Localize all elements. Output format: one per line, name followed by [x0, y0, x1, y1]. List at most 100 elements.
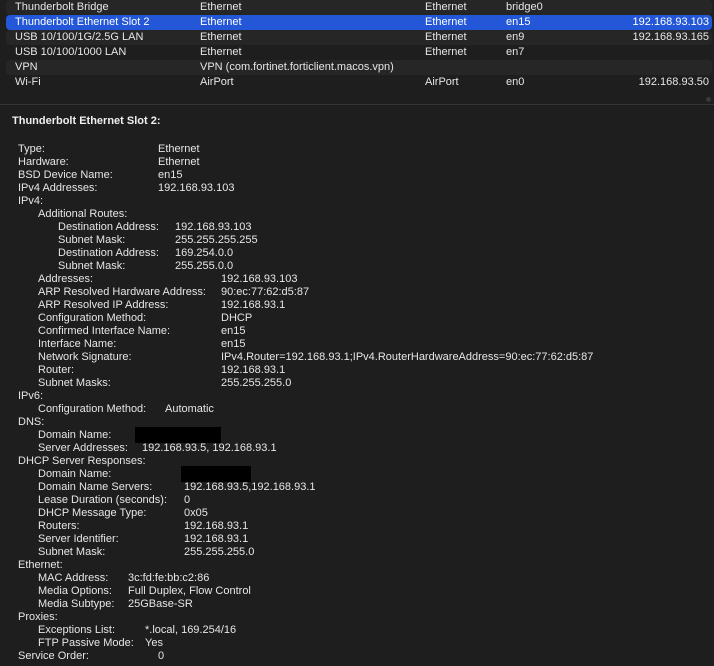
detail-value: 192.168.93.103: [221, 273, 298, 285]
cell-name: USB 10/100/1G/2.5G LAN: [15, 31, 144, 43]
detail-label: Subnet Mask:: [58, 260, 126, 272]
cell-bsd: en9: [506, 31, 525, 43]
detail-label: DHCP Server Responses:: [18, 455, 146, 467]
table-row[interactable]: USB 10/100/1G/2.5G LAN Ethernet Ethernet en…: [6, 30, 712, 45]
detail-value: en15: [158, 169, 183, 181]
detail-value: 255.255.255.0: [184, 546, 255, 558]
detail-label: IPv6:: [18, 390, 44, 402]
cell-name: Thunderbolt Ethernet Slot 2: [15, 16, 150, 28]
detail-title: Thunderbolt Ethernet Slot 2:: [12, 115, 161, 127]
detail-label: Ethernet:: [18, 559, 63, 571]
detail-label: Interface Name:: [38, 338, 117, 350]
detail-value: 192.168.93.103: [158, 182, 235, 194]
detail-label: Network Signature:: [38, 351, 132, 363]
detail-label: Service Order:: [18, 650, 89, 662]
cell-type: VPN (com.fortinet.forticlient.macos.vpn): [200, 61, 394, 73]
detail-value: 192.168.93.103: [175, 221, 252, 233]
detail-value: 255.255.255.255: [175, 234, 258, 246]
table-row[interactable]: VPN VPN (com.fortinet.forticlient.macos.v…: [6, 60, 712, 75]
cell-type: Ethernet: [200, 46, 242, 58]
detail-label: Destination Address:: [58, 247, 159, 259]
detail-label: Addresses:: [38, 273, 94, 285]
cell-name: VPN: [15, 61, 38, 73]
detail-value: DHCP: [221, 312, 253, 324]
detail-label: BSD Device Name:: [18, 169, 113, 181]
cell-ip: 192.168.93.103: [632, 16, 709, 28]
cell-name: Thunderbolt Bridge: [15, 1, 109, 13]
detail-label: Additional Routes:: [38, 208, 128, 220]
detail-value: en15: [221, 338, 246, 350]
cell-hardware: AirPort: [425, 76, 459, 88]
detail-value: Automatic: [165, 403, 214, 415]
cell-type: Ethernet: [200, 31, 242, 43]
detail-value: en15: [221, 325, 246, 337]
detail-label: IPv4 Addresses:: [18, 182, 98, 194]
services-table: Thunderbolt Bridge Ethernet Ethernet bridge…: [0, 0, 714, 98]
detail-value: *.local, 169.254/16: [145, 624, 237, 636]
detail-value: 192.168.93.1: [184, 533, 249, 545]
table-row[interactable]: Thunderbolt Bridge Ethernet Ethernet bridge…: [6, 0, 712, 15]
table-row[interactable]: USB 10/100/1000 LAN Ethernet Ethernet en7: [6, 45, 712, 60]
cell-ip: 192.168.93.165: [632, 31, 709, 43]
detail-label: Domain Name:: [38, 429, 112, 441]
detail-label: IPv4:: [18, 195, 44, 207]
detail-label: Lease Duration (seconds):: [38, 494, 168, 506]
cell-hardware: Ethernet: [425, 31, 467, 43]
detail-value: 0: [184, 494, 191, 506]
cell-ip: 192.168.93.50: [638, 76, 709, 88]
detail-label: Exceptions List:: [38, 624, 116, 636]
detail-label: Media Subtype:: [38, 598, 115, 610]
detail-label: Confirmed Interface Name:: [38, 325, 171, 337]
detail-label: Destination Address:: [58, 221, 159, 233]
detail-value: 169.254.0.0: [175, 247, 234, 259]
detail-value: 192.168.93.5,192.168.93.1: [184, 481, 316, 493]
detail-value: Full Duplex, Flow Control: [128, 585, 251, 597]
detail-label: Server Identifier:: [38, 533, 119, 545]
cell-bsd: en15: [506, 16, 531, 28]
detail-label: MAC Address:: [38, 572, 109, 584]
detail-label: Configuration Method:: [38, 312, 147, 324]
redaction-box: [181, 466, 251, 482]
detail-value: 192.168.93.1: [184, 520, 249, 532]
detail-label: Subnet Mask:: [38, 546, 106, 558]
cell-hardware: Ethernet: [425, 16, 467, 28]
detail-value: 192.168.93.1: [221, 364, 286, 376]
detail-label: DHCP Message Type:: [38, 507, 147, 519]
detail-label: Domain Name:: [38, 468, 112, 480]
detail-value: 25GBase-SR: [128, 598, 193, 610]
detail-label: FTP Passive Mode:: [38, 637, 134, 649]
detail-value: 3c:fd:fe:bb:c2:86: [128, 572, 210, 584]
detail-label: ARP Resolved Hardware Address:: [38, 286, 206, 298]
cell-bsd: bridge0: [506, 1, 543, 13]
detail-value: Yes: [145, 637, 163, 649]
cell-name: USB 10/100/1000 LAN: [15, 46, 127, 58]
cell-type: Ethernet: [200, 1, 242, 13]
split-divider[interactable]: [0, 104, 714, 105]
detail-value: 0: [158, 650, 165, 662]
detail-label: Configuration Method:: [38, 403, 147, 415]
detail-label: Proxies:: [18, 611, 58, 623]
detail-label: Subnet Mask:: [58, 234, 126, 246]
cell-name: Wi-Fi: [15, 76, 41, 88]
detail-label: Routers:: [38, 520, 80, 532]
detail-label: Hardware:: [18, 156, 69, 168]
table-row[interactable]: Thunderbolt Ethernet Slot 2 Ethernet Ether…: [6, 15, 712, 30]
detail-label: Media Options:: [38, 585, 112, 597]
detail-value: Ethernet: [158, 143, 200, 155]
cell-hardware: Ethernet: [425, 46, 467, 58]
detail-value: IPv4.Router=192.168.93.1;IPv4.RouterHard…: [221, 351, 594, 363]
detail-label: Server Addresses:: [38, 442, 128, 454]
table-row[interactable]: Wi-Fi AirPort AirPort en0 192.168.93.50: [6, 75, 712, 90]
cell-bsd: en0: [506, 76, 525, 88]
detail-label: Domain Name Servers:: [38, 481, 153, 493]
scrollbar[interactable]: [706, 97, 711, 102]
cell-hardware: Ethernet: [425, 1, 467, 13]
detail-label: Type:: [18, 143, 45, 155]
detail-value: 90:ec:77:62:d5:87: [221, 286, 310, 298]
cell-bsd: en7: [506, 46, 525, 58]
detail-label: ARP Resolved IP Address:: [38, 299, 169, 311]
cell-type: AirPort: [200, 76, 234, 88]
redaction-box: [135, 427, 221, 443]
cell-type: Ethernet: [200, 16, 242, 28]
detail-label: Subnet Masks:: [38, 377, 111, 389]
